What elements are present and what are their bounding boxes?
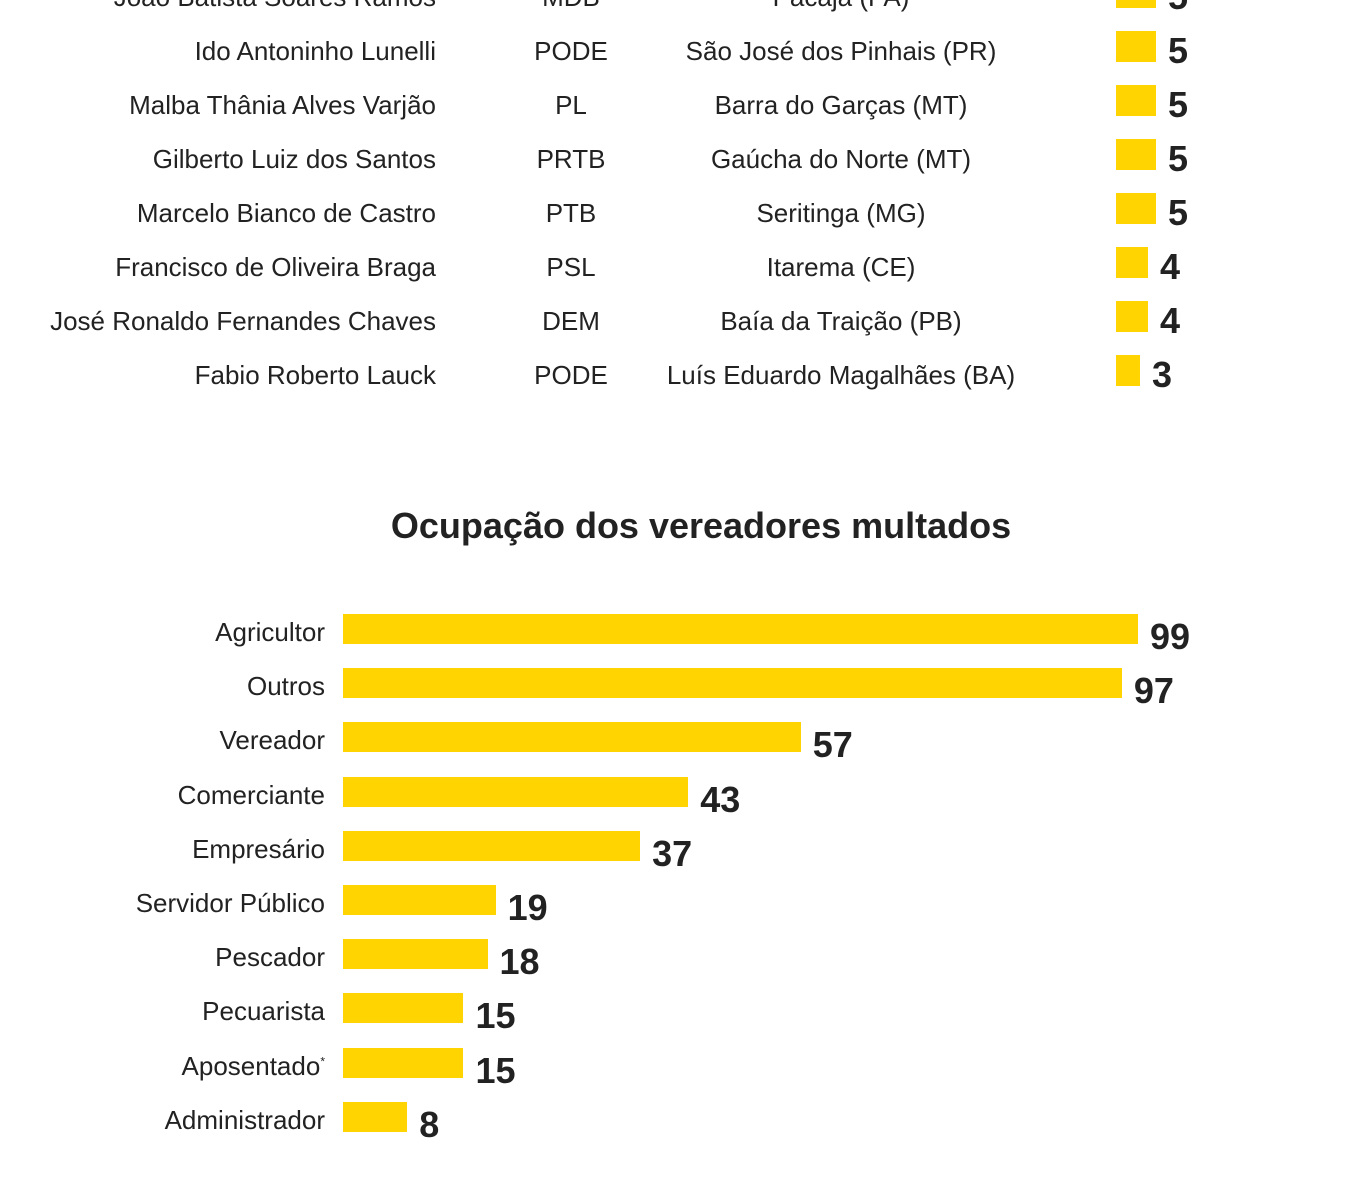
value-label: 18 <box>499 941 540 983</box>
party: PSL <box>546 252 596 282</box>
value-label: 5 <box>1168 0 1188 18</box>
value-bar <box>1116 355 1140 386</box>
city: Baía da Traição (PB) <box>720 306 962 336</box>
category-label: Comerciante <box>177 779 325 810</box>
value-label: 5 <box>1168 138 1189 179</box>
value-label: 15 <box>475 1049 516 1091</box>
party: PODE <box>534 36 608 66</box>
party: PODE <box>534 360 608 390</box>
city: Barra do Garças (MT) <box>714 90 968 120</box>
category-label: Vereador <box>219 725 325 756</box>
table-row: Ido Antoninho Lunelli PODE São José dos Pi… <box>0 28 1366 82</box>
bar <box>343 885 496 915</box>
city: Seritinga (MG) <box>756 198 926 228</box>
value-label: 37 <box>652 832 693 874</box>
table-row: José Ronaldo Fernandes Chaves DEM Baía da … <box>0 298 1366 352</box>
category-label: Outros <box>246 671 325 702</box>
value-label: 3 <box>1152 354 1173 395</box>
city: Itarema (CE) <box>766 252 916 282</box>
table-row: Fabio Roberto Lauck PODE Luís Eduardo Maga… <box>0 352 1366 406</box>
chart-title: Ocupação dos vereadores multados <box>390 505 1012 546</box>
table-row: Malba Thânia Alves Varjão PL Barra do Garç… <box>0 82 1366 136</box>
value-label: 5 <box>1168 30 1189 71</box>
value-bar <box>1116 31 1156 62</box>
bar <box>343 1101 408 1132</box>
table-row: João Batista Soares Ramos MDBPacajá (PA) 5 <box>0 0 1366 28</box>
party: PTB <box>545 198 597 228</box>
candidate-name: João Batista Soares Ramos <box>114 0 436 13</box>
value-label: 4 <box>1160 300 1181 341</box>
candidate-name: José Ronaldo Fernandes Chaves <box>50 306 436 336</box>
value-label: 97 <box>1133 670 1174 712</box>
bar <box>343 614 1138 644</box>
category-label: Administrador <box>164 1104 325 1135</box>
value-label: 5 <box>1168 192 1189 233</box>
candidate-name: Marcelo Bianco de Castro <box>136 198 436 228</box>
value-label: 57 <box>812 724 853 766</box>
bar <box>343 993 464 1024</box>
value-bar <box>1116 0 1156 8</box>
value-label: 4 <box>1160 246 1181 287</box>
party: PL <box>555 90 587 120</box>
candidate-name: Gilberto Luiz dos Santos <box>152 144 436 174</box>
category-label: Pescador <box>215 942 325 973</box>
value-label: 5 <box>1168 84 1189 125</box>
value-bar <box>1116 139 1156 170</box>
value-label: 99 <box>1149 616 1191 657</box>
value-label: 15 <box>475 995 516 1037</box>
value-bar <box>1116 85 1156 116</box>
party: DEM <box>542 306 600 336</box>
table-row: Gilberto Luiz dos Santos PRTB Gaúcha do No… <box>0 136 1366 190</box>
party: MDB <box>511 0 631 13</box>
category-label: Agricultor <box>215 617 325 647</box>
value-label: 8 <box>419 1103 440 1145</box>
bar <box>343 776 689 807</box>
bar <box>343 668 1122 699</box>
category-label: Aposentado* <box>181 1050 325 1081</box>
candidate-name: Francisco de Oliveira Braga <box>115 252 436 282</box>
category-label: Servidor Público <box>135 888 325 918</box>
value-bar <box>1116 301 1148 332</box>
candidate-name: Fabio Roberto Lauck <box>194 360 436 390</box>
city: Gaúcha do Norte (MT) <box>710 144 972 174</box>
footnote-mark: * <box>320 1053 325 1068</box>
value-bar <box>1116 247 1148 278</box>
party: PRTB <box>536 144 606 174</box>
table-row: Marcelo Bianco de Castro PTB Seritinga (MG… <box>0 190 1366 244</box>
bar <box>343 939 488 970</box>
bar <box>343 1047 464 1078</box>
category-label: Pecuarista <box>202 996 325 1027</box>
table-row: Francisco de Oliveira Braga PSL Itarema (C… <box>0 244 1366 298</box>
city: São José dos Pinhais (PR) <box>685 36 997 66</box>
value-label: 19 <box>507 887 548 928</box>
city: Luís Eduardo Magalhães (BA) <box>666 360 1016 390</box>
value-label: 43 <box>700 778 741 820</box>
candidate-name: Ido Antoninho Lunelli <box>194 36 436 66</box>
bar <box>343 830 641 861</box>
category-label: Empresário <box>192 833 325 864</box>
candidate-name: Malba Thânia Alves Varjão <box>129 90 436 120</box>
city: Pacajá (PA) <box>621 0 1061 13</box>
bar <box>343 722 801 753</box>
value-bar <box>1116 193 1156 224</box>
